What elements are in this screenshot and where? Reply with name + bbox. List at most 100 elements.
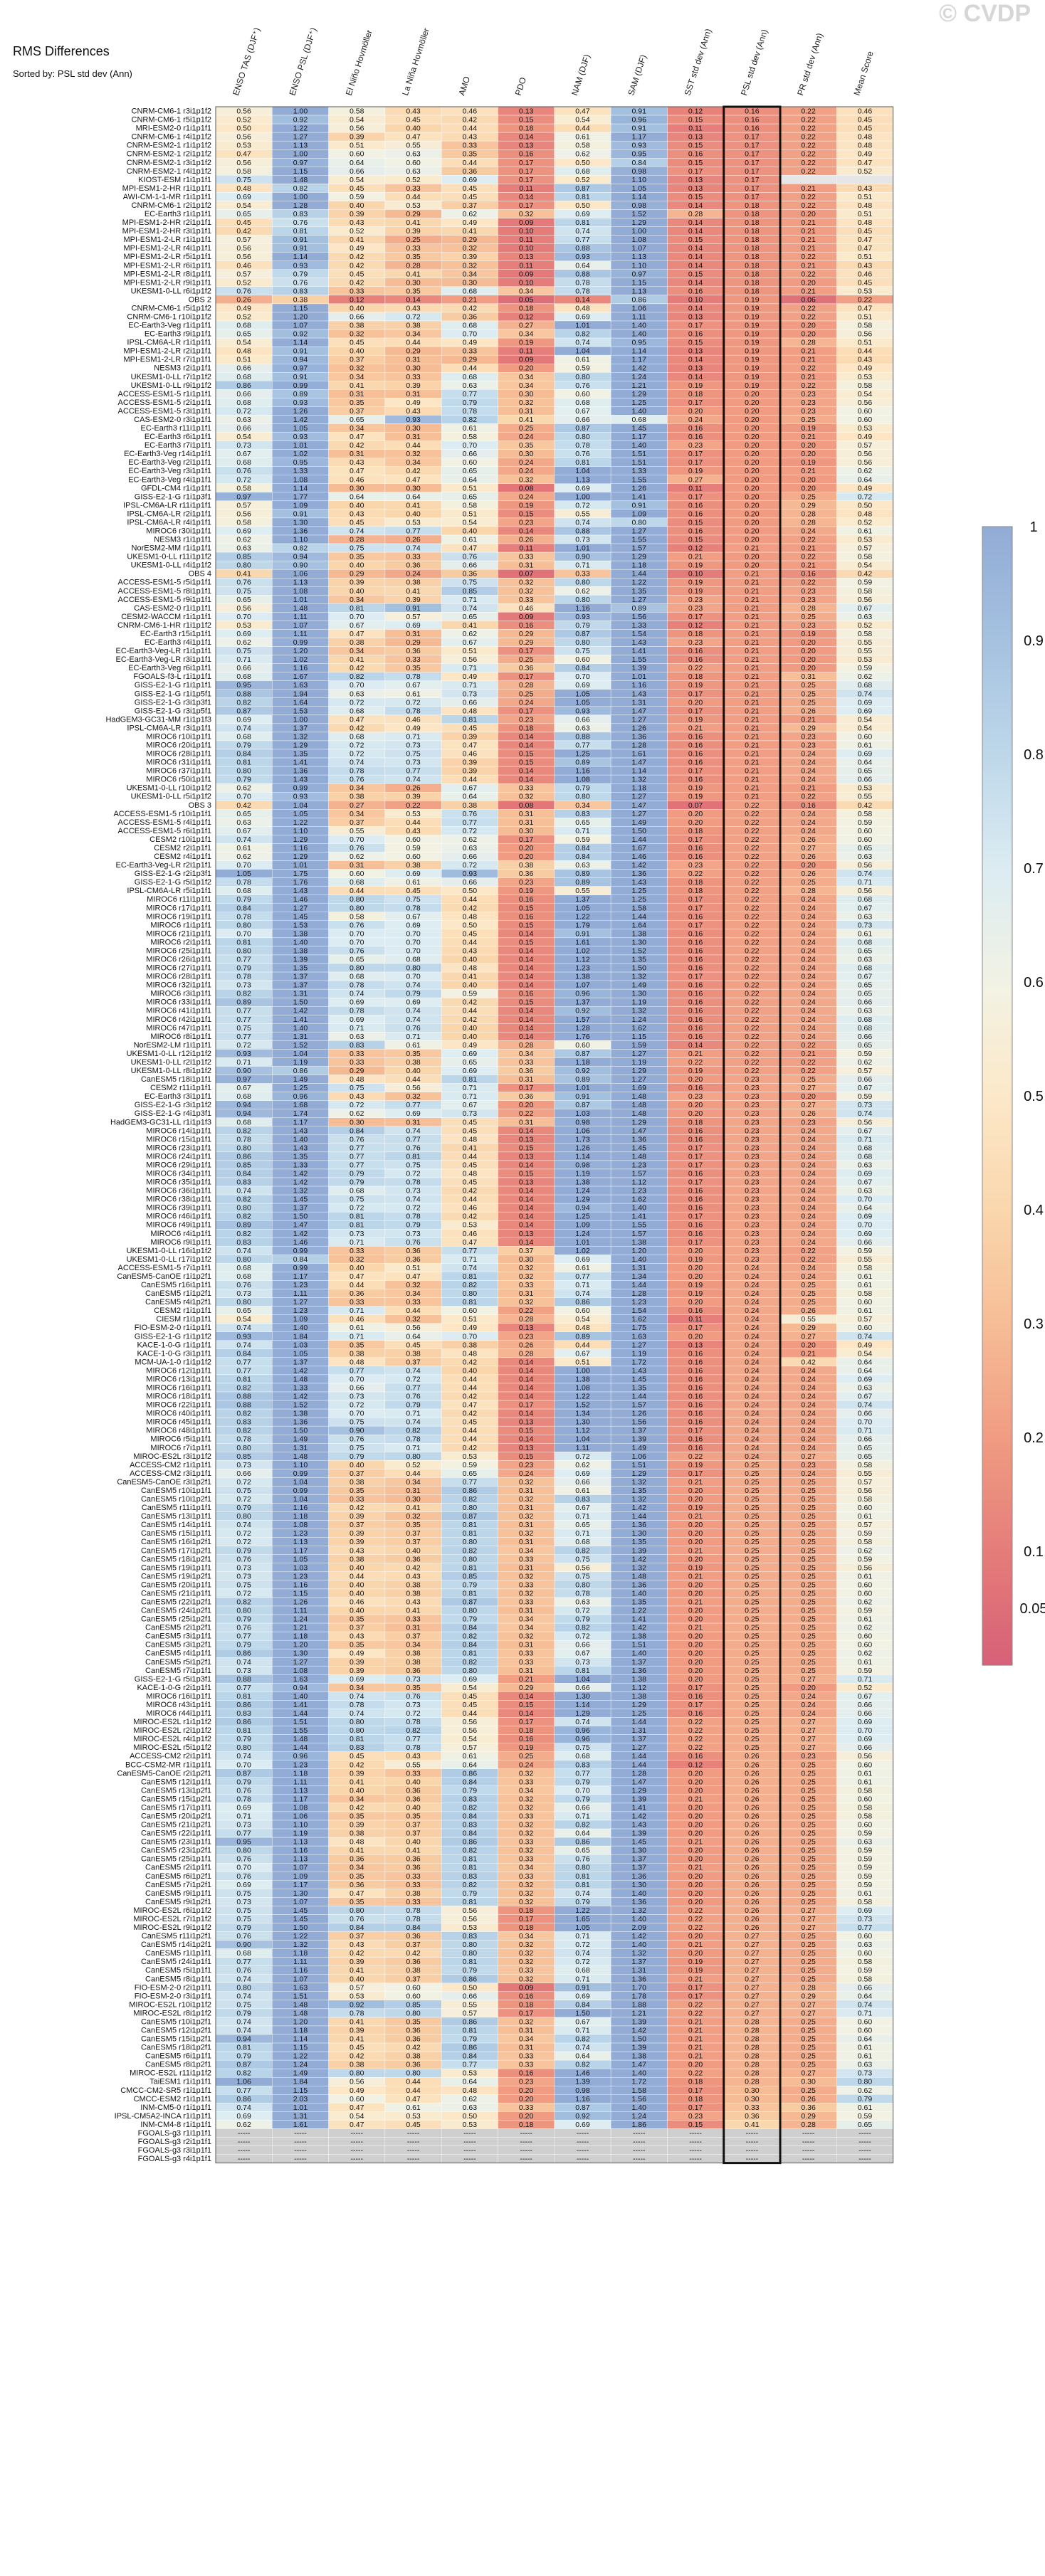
row-label: FGOALS-f3-L r1i1p1f1 bbox=[133, 672, 211, 681]
cell-value: 0.29 bbox=[801, 501, 816, 510]
cell-value: 0.25 bbox=[801, 1289, 816, 1298]
row-label: GFDL-CM4 r1i1p1f1 bbox=[141, 484, 211, 492]
cell-value: 1.28 bbox=[293, 201, 308, 210]
cell-value: 0.16 bbox=[688, 852, 703, 861]
cell-value: 1.11 bbox=[293, 1289, 308, 1298]
cell-value: 0.60 bbox=[858, 407, 873, 416]
cell-value: 1.42 bbox=[293, 1366, 308, 1375]
cell-value: 0.63 bbox=[858, 956, 873, 964]
cell-value: 0.12 bbox=[519, 313, 534, 322]
cell-value: 0.20 bbox=[688, 1075, 703, 1084]
cell-value: 0.63 bbox=[858, 1384, 873, 1393]
cell-value: 0.25 bbox=[801, 1641, 816, 1649]
cell-value: 0.49 bbox=[858, 150, 873, 159]
row-label: MIROC6 r27i1p1f1 bbox=[146, 964, 211, 973]
cell-value: 0.48 bbox=[858, 142, 873, 150]
cell-value: 1.27 bbox=[632, 1075, 647, 1084]
cell-value: 0.20 bbox=[688, 1264, 703, 1272]
row-label: KACE-1-0-G r3i1p1f1 bbox=[137, 1349, 211, 1358]
cell-value: 1.54 bbox=[632, 630, 647, 638]
cell-value: 1.04 bbox=[293, 1478, 308, 1487]
cell-value: 0.24 bbox=[801, 1144, 816, 1152]
cell-value: 0.74 bbox=[858, 1401, 873, 1410]
row-label: CNRM-CM6-1 r5i1p1f2 bbox=[132, 304, 211, 312]
cell-value: 0.22 bbox=[745, 1015, 760, 1024]
cell-value: 0.38 bbox=[350, 1478, 364, 1487]
cell-value: 0.60 bbox=[858, 732, 873, 741]
cell-value: 0.66 bbox=[858, 1410, 873, 1418]
cell-value: 0.20 bbox=[688, 1769, 703, 1778]
row-label: EC-Earth3-Veg r14i1p1f1 bbox=[124, 450, 211, 458]
cell-value: 0.77 bbox=[463, 390, 478, 398]
cell-value: 0.41 bbox=[350, 236, 364, 244]
cell-value: 0.60 bbox=[463, 458, 478, 467]
cell-value: 0.26 bbox=[801, 1307, 816, 1315]
cell-value: 0.58 bbox=[858, 553, 873, 561]
cell-value: 0.27 bbox=[688, 475, 703, 484]
cell-value: 0.24 bbox=[745, 1418, 760, 1427]
cell-value: 0.18 bbox=[688, 878, 703, 887]
cell-value: 1.03 bbox=[293, 1341, 308, 1349]
cell-value: 0.70 bbox=[858, 1195, 873, 1204]
cell-value: 0.22 bbox=[801, 553, 816, 561]
cell-value: 0.21 bbox=[801, 544, 816, 553]
cell-value: 1.40 bbox=[293, 1024, 308, 1033]
cell-value: 0.59 bbox=[858, 1607, 873, 1615]
cell-value: 0.45 bbox=[858, 227, 873, 236]
cell-value: 0.18 bbox=[745, 236, 760, 244]
cell-value: 0.52 bbox=[236, 116, 251, 125]
cell-value: 0.82 bbox=[575, 1546, 590, 1555]
cell-value: 0.77 bbox=[236, 1015, 251, 1024]
cell-value: 1.16 bbox=[293, 664, 308, 672]
cell-value: 0.19 bbox=[688, 1067, 703, 1075]
cell-value: 0.59 bbox=[463, 1461, 478, 1469]
cell-value: 1.26 bbox=[293, 407, 308, 416]
cell-value: 0.21 bbox=[688, 1478, 703, 1487]
column-headers: ENSO TAS (DJF⁺) ENSO PSL (DJF⁺) El Niño Ho… bbox=[231, 26, 876, 97]
cell-value: 0.39 bbox=[350, 133, 364, 142]
cell-value: 0.17 bbox=[688, 1238, 703, 1247]
cell-value: 1.35 bbox=[632, 1384, 647, 1393]
cell-value: 0.17 bbox=[688, 1152, 703, 1161]
cell-value: 0.87 bbox=[575, 1050, 590, 1058]
cell-value: 1.77 bbox=[293, 492, 308, 501]
column-header: ENSO TAS (DJF⁺) bbox=[231, 26, 262, 97]
cell-value: 1.23 bbox=[293, 1761, 308, 1769]
cell-value: 0.13 bbox=[688, 1341, 703, 1349]
cell-value: 0.43 bbox=[406, 827, 421, 835]
cell-value: 1.51 bbox=[293, 1718, 308, 1726]
cell-value: 0.72 bbox=[350, 741, 364, 750]
cell-value: 0.44 bbox=[406, 1075, 421, 1084]
cell-value: 0.50 bbox=[575, 159, 590, 167]
cell-value: 0.64 bbox=[463, 475, 478, 484]
cell-value: 0.76 bbox=[293, 218, 308, 227]
cell-value: 0.66 bbox=[858, 1435, 873, 1444]
cell-value: 1.47 bbox=[632, 801, 647, 810]
cell-value: 0.31 bbox=[406, 1487, 421, 1495]
cell-value: 0.14 bbox=[519, 973, 534, 981]
cell-value: 0.24 bbox=[745, 1427, 760, 1435]
cell-value: 0.20 bbox=[688, 1487, 703, 1495]
cell-value: 0.93 bbox=[575, 253, 590, 261]
row-label: IPSL-CM6A-LR r11i1p1f1 bbox=[123, 501, 211, 510]
cell-value: 0.31 bbox=[519, 1521, 534, 1529]
cell-value: 0.40 bbox=[406, 1546, 421, 1555]
cell-value: 1.38 bbox=[293, 1410, 308, 1418]
cell-value: 1.48 bbox=[293, 176, 308, 184]
cell-value: 0.91 bbox=[632, 125, 647, 133]
cell-value: 0.24 bbox=[801, 904, 816, 912]
cell-value: 1.46 bbox=[293, 1238, 308, 1247]
cell-value: 0.89 bbox=[575, 1075, 590, 1084]
cell-value: 0.42 bbox=[406, 467, 421, 475]
cell-value: 0.11 bbox=[688, 125, 703, 133]
cell-value: 0.68 bbox=[236, 322, 251, 330]
cell-value: 0.46 bbox=[463, 107, 478, 116]
cell-value: 1.13 bbox=[293, 1538, 308, 1546]
cell-value: 0.15 bbox=[519, 759, 534, 767]
cell-value: 0.20 bbox=[688, 1615, 703, 1624]
cell-value: 1.28 bbox=[575, 1024, 590, 1033]
cell-value: 0.65 bbox=[463, 1469, 478, 1478]
cell-value: 0.30 bbox=[463, 278, 478, 287]
cell-value: 0.42 bbox=[350, 724, 364, 732]
cell-value: 0.48 bbox=[463, 1170, 478, 1178]
